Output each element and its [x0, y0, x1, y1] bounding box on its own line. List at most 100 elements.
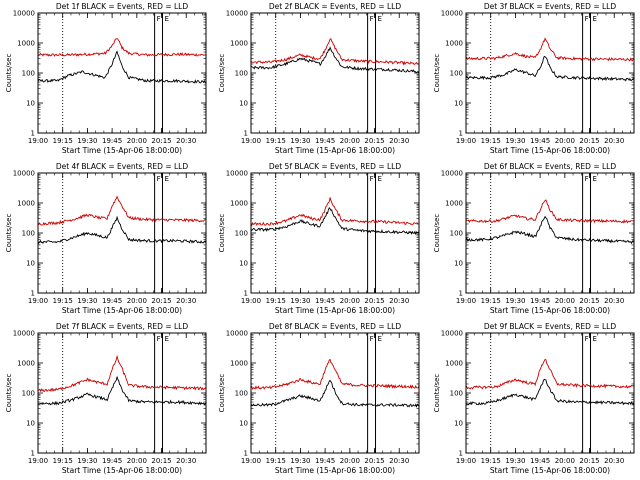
y-tick-label: 1	[244, 290, 248, 298]
bracket-label: F	[157, 175, 161, 183]
x-tick-label: 19:30	[77, 297, 97, 305]
plot-frame	[250, 12, 420, 134]
x-tick-label: 20:30	[176, 457, 196, 465]
x-tick-label: 19:45	[315, 297, 335, 305]
x-tick-label: 19:45	[102, 297, 122, 305]
chart-title: Det 4f BLACK = Events, RED = LLD	[56, 162, 189, 171]
chart-title: Det 7f BLACK = Events, RED = LLD	[56, 322, 189, 331]
x-axis-label: Start Time (15-Apr-06 18:00:00)	[62, 146, 182, 155]
x-tick-label: 20:15	[364, 297, 384, 305]
y-tick-label: 1	[31, 450, 35, 458]
y-tick-label: 10	[454, 260, 463, 268]
x-tick-label: 19:30	[77, 457, 97, 465]
bracket-label: F	[370, 175, 374, 183]
x-tick-label: 20:00	[555, 297, 575, 305]
y-tick-label: 10	[239, 260, 248, 268]
x-tick-label: 20:30	[389, 297, 409, 305]
x-axis-label: Start Time (15-Apr-06 18:00:00)	[490, 146, 610, 155]
x-tick-label: 20:00	[340, 137, 360, 145]
chart-panel-9: Det 9f BLACK = Events, RED = LLD Counts/s…	[433, 322, 635, 475]
x-tick-label: 20:30	[389, 457, 409, 465]
y-tick-label: 100	[450, 230, 463, 238]
x-tick-label: 19:00	[28, 297, 48, 305]
y-tick-label: 10000	[441, 10, 463, 18]
x-tick-label: 19:00	[28, 137, 48, 145]
series-line-events	[465, 55, 635, 82]
y-tick-label: 10000	[13, 10, 35, 18]
y-tick-label: 10000	[226, 10, 248, 18]
bracket-label: E	[593, 15, 597, 23]
x-tick-label: 19:00	[456, 297, 476, 305]
y-tick-label: 10	[26, 420, 35, 428]
x-tick-label: 20:15	[579, 137, 599, 145]
x-axis-label: Start Time (15-Apr-06 18:00:00)	[490, 306, 610, 315]
bracket-label: F	[370, 335, 374, 343]
bracket-label: E	[165, 15, 169, 23]
y-tick-label: 1000	[230, 200, 248, 208]
y-axis-label: Counts/sec	[433, 374, 441, 413]
y-tick-label: 1000	[445, 360, 463, 368]
x-tick-label: 19:15	[53, 137, 73, 145]
series-line-lld	[250, 38, 420, 66]
x-axis-label: Start Time (15-Apr-06 18:00:00)	[62, 306, 182, 315]
chart-panel-2: Det 2f BLACK = Events, RED = LLD Counts/s…	[218, 2, 420, 155]
chart-panel-1: Det 1f BLACK = Events, RED = LLD Counts/s…	[5, 2, 207, 155]
y-tick-label: 10000	[226, 170, 248, 178]
x-tick-label: 19:15	[266, 297, 286, 305]
y-tick-label: 1	[459, 450, 463, 458]
x-tick-label: 19:45	[530, 297, 550, 305]
y-tick-label: 1000	[230, 40, 248, 48]
chart-panel-5: Det 5f BLACK = Events, RED = LLD Counts/s…	[218, 162, 420, 315]
plot-frame	[465, 12, 635, 134]
x-tick-label: 19:15	[481, 137, 501, 145]
x-tick-label: 19:15	[481, 297, 501, 305]
x-tick-label: 19:00	[28, 457, 48, 465]
chart-panel-8: Det 8f BLACK = Events, RED = LLD Counts/s…	[218, 322, 420, 475]
bracket-label: F	[370, 15, 374, 23]
y-tick-label: 10000	[13, 170, 35, 178]
plot-frame	[250, 172, 420, 294]
y-axis-label: Counts/sec	[218, 374, 226, 413]
bracket-label: F	[585, 335, 589, 343]
y-tick-label: 100	[450, 390, 463, 398]
x-tick-label: 19:00	[456, 137, 476, 145]
x-tick-label: 20:30	[389, 137, 409, 145]
x-tick-label: 20:30	[604, 137, 624, 145]
y-tick-label: 1000	[17, 200, 35, 208]
x-axis-label: Start Time (15-Apr-06 18:00:00)	[275, 466, 395, 475]
x-tick-label: 20:30	[604, 297, 624, 305]
chart-title: Det 2f BLACK = Events, RED = LLD	[269, 2, 402, 11]
y-tick-label: 10	[26, 260, 35, 268]
y-tick-label: 100	[22, 390, 35, 398]
y-tick-label: 10	[454, 100, 463, 108]
x-tick-label: 19:45	[102, 137, 122, 145]
y-tick-label: 1000	[17, 360, 35, 368]
x-tick-label: 20:00	[127, 457, 147, 465]
plot-frame	[37, 12, 207, 134]
y-tick-label: 1000	[445, 40, 463, 48]
chart-title: Det 9f BLACK = Events, RED = LLD	[484, 322, 617, 331]
y-tick-label: 1	[31, 290, 35, 298]
x-tick-label: 20:30	[176, 297, 196, 305]
y-tick-label: 1	[31, 130, 35, 138]
x-tick-label: 20:00	[340, 457, 360, 465]
series-line-events	[250, 46, 420, 74]
x-tick-label: 19:45	[530, 457, 550, 465]
y-tick-label: 1000	[445, 200, 463, 208]
chart-panel-4: Det 4f BLACK = Events, RED = LLD Counts/s…	[5, 162, 207, 315]
x-tick-label: 19:45	[315, 137, 335, 145]
x-tick-label: 19:15	[53, 297, 73, 305]
bracket-label: F	[157, 15, 161, 23]
y-tick-label: 10000	[226, 330, 248, 338]
x-tick-label: 20:30	[604, 457, 624, 465]
chart-title: Det 1f BLACK = Events, RED = LLD	[56, 2, 189, 11]
y-axis-label: Counts/sec	[218, 214, 226, 253]
x-axis-label: Start Time (15-Apr-06 18:00:00)	[62, 466, 182, 475]
y-tick-label: 1	[459, 130, 463, 138]
y-tick-label: 100	[235, 70, 248, 78]
series-line-events	[250, 207, 420, 236]
x-tick-label: 19:30	[505, 137, 525, 145]
plot-frame	[465, 172, 635, 294]
y-axis-label: Counts/sec	[433, 214, 441, 253]
